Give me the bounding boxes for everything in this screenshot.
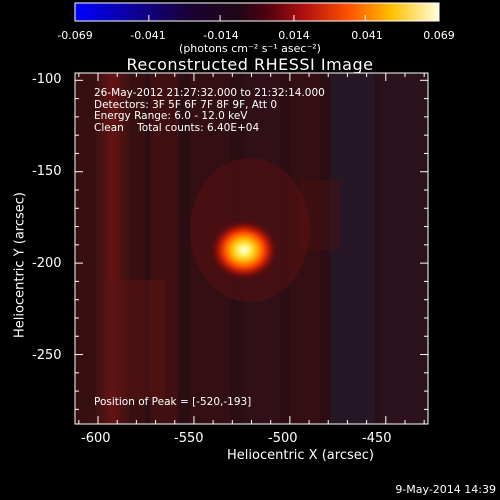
y-axis-label: Heliocentric Y (arcsec) bbox=[12, 192, 28, 338]
colorbar-frame bbox=[74, 2, 440, 22]
x-axis-label: Heliocentric X (arcsec) bbox=[227, 448, 374, 463]
axis-ticks bbox=[75, 73, 428, 424]
y-tick-label: -250 bbox=[32, 348, 62, 363]
colorbar-tick-label: 0.069 bbox=[423, 29, 455, 42]
x-tick-label: -500 bbox=[268, 431, 298, 446]
peak-position-label: Position of Peak = [-520,-193] bbox=[94, 396, 252, 408]
x-tick-label: -550 bbox=[174, 431, 204, 446]
colorbar-tick-label: -0.041 bbox=[130, 29, 166, 42]
heatmap-image bbox=[75, 73, 428, 424]
colorbar bbox=[75, 3, 439, 21]
colorbar-tick-label: 0.041 bbox=[351, 29, 383, 42]
colorbar-tick-label: -0.014 bbox=[203, 29, 239, 42]
annotation-time: 26-May-2012 21:27:32.000 to 21:32:14.000 bbox=[94, 87, 325, 99]
y-tick-label: -150 bbox=[32, 164, 62, 179]
x-tick-label: -600 bbox=[81, 431, 111, 446]
peak-source bbox=[210, 220, 278, 280]
colorbar-units: (photons cm⁻² s⁻¹ asec⁻²) bbox=[179, 42, 321, 55]
annotation-energy: Energy Range: 6.0 - 12.0 keV bbox=[94, 110, 248, 123]
timestamp: 9-May-2014 14:39 bbox=[395, 483, 496, 496]
y-tick-label: -200 bbox=[32, 256, 62, 271]
colorbar-tick-label: 0.014 bbox=[278, 29, 310, 42]
y-tick-label: -100 bbox=[32, 72, 62, 87]
annotation-detectors: Detectors: 3F 5F 6F 7F 8F 9F, Att 0 bbox=[94, 98, 278, 111]
x-tick-label: -450 bbox=[362, 431, 392, 446]
colorbar-ticks bbox=[74, 15, 440, 21]
colorbar-tick-label: -0.069 bbox=[57, 29, 93, 42]
annotation-clean: Clean Total counts: 6.40E+04 bbox=[94, 121, 260, 134]
chart-title: Reconstructed RHESSI Image bbox=[126, 55, 374, 74]
